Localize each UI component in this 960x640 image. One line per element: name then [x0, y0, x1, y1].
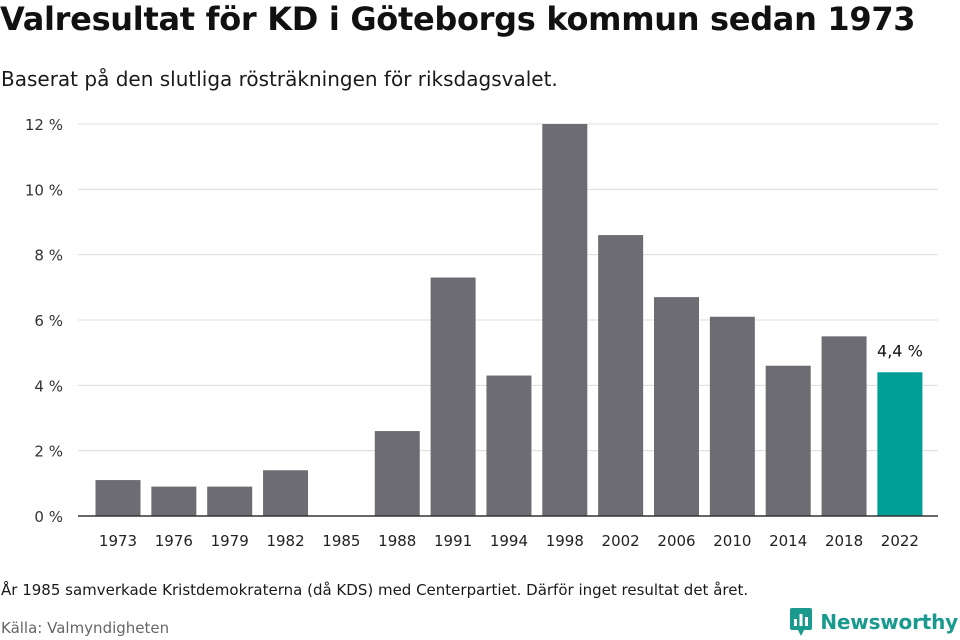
x-tick-label: 1976: [155, 532, 193, 550]
x-tick-label: 2022: [881, 532, 919, 550]
bar-2010: [709, 316, 755, 516]
bar-chart: 0 % 2 % 4 % 6 % 8 % 10 % 12 % 1973 1976 1979 1982 1…: [25, 116, 938, 550]
bar-1979: [207, 486, 253, 516]
x-tick-label: 1994: [490, 532, 528, 550]
bar-1991: [430, 277, 476, 516]
bar-2006: [654, 297, 699, 516]
chart-source: Källa: Valmyndigheten: [1, 619, 170, 637]
x-tick-label: 1973: [99, 532, 137, 550]
y-tick-label: 12 %: [25, 116, 63, 134]
newsworthy-logo-icon: [790, 608, 813, 636]
y-tick-label: 0 %: [34, 508, 63, 526]
bar-1998: [542, 124, 588, 516]
bar-2018: [821, 336, 867, 516]
chart-footnote: År 1985 samverkade Kristdemokraterna (då…: [1, 581, 749, 599]
brand-name: Newsworthy: [820, 610, 958, 634]
x-tick-label: 2010: [713, 532, 751, 550]
x-tick-label: 1979: [211, 532, 249, 550]
x-tick-label: 1998: [546, 532, 584, 550]
chart-subtitle: Baserat på den slutliga rösträkningen fö…: [1, 67, 558, 91]
chart-title: Valresultat för KD i Göteborgs kommun se…: [0, 0, 916, 38]
bar-2014: [765, 365, 811, 516]
x-tick-label: 1985: [322, 532, 360, 550]
y-tick-label: 8 %: [34, 247, 63, 265]
x-tick-label: 1988: [378, 532, 416, 550]
data-label: 4,4 %: [877, 341, 923, 360]
x-tick-label: 1982: [266, 532, 304, 550]
x-tick-label: 2018: [825, 532, 863, 550]
x-tick-label: 2002: [602, 532, 640, 550]
bar-1982: [263, 470, 309, 516]
y-tick-label: 6 %: [34, 312, 63, 330]
y-tick-label: 4 %: [34, 377, 63, 395]
x-tick-label: 1991: [434, 532, 472, 550]
y-tick-label: 2 %: [34, 443, 63, 461]
bar-1994: [486, 375, 532, 516]
bar-1988: [374, 431, 420, 516]
bar-2022: [877, 372, 923, 516]
bar-1973: [95, 480, 141, 516]
bar-2002: [598, 235, 644, 517]
x-tick-label: 2006: [657, 532, 695, 550]
x-tick-label: 2014: [769, 532, 807, 550]
brand-logo: Newsworthy: [789, 606, 958, 638]
y-tick-label: 10 %: [25, 181, 63, 199]
bar-1976: [151, 486, 197, 516]
